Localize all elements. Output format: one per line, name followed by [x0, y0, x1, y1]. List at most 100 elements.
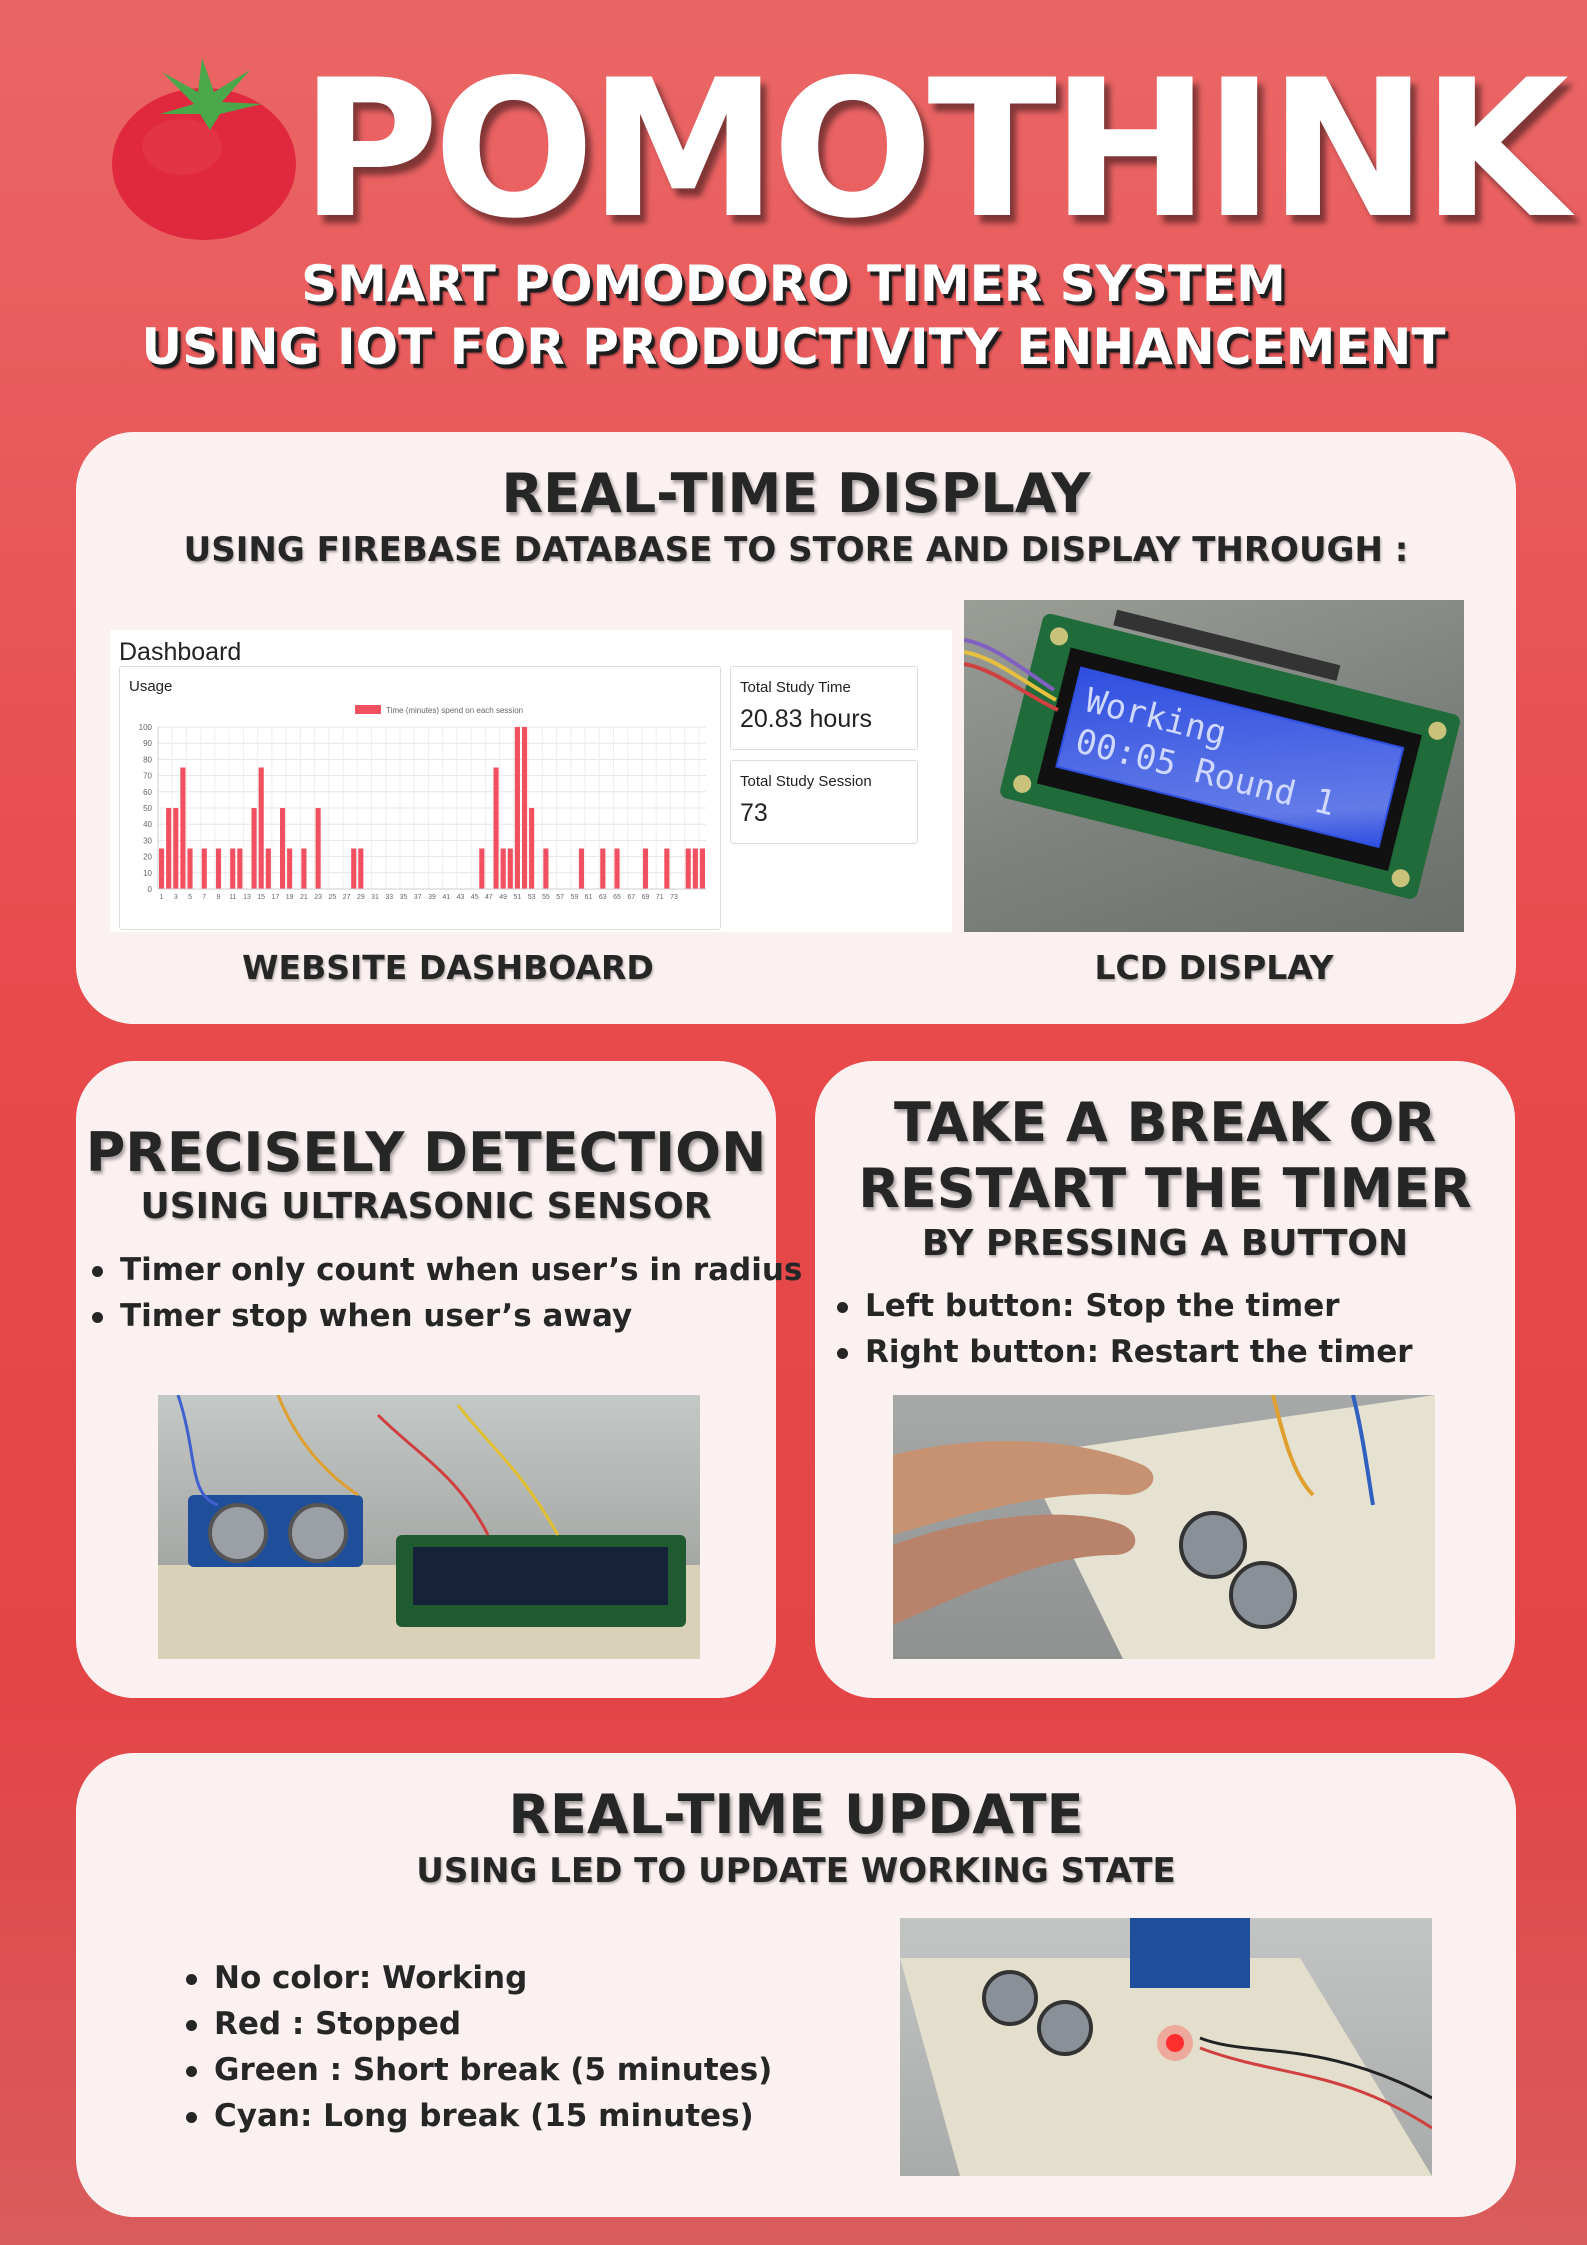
precisely-detection-card: PRECISELY DETECTION USING ULTRASONIC SEN…	[76, 1061, 802, 1698]
chart-bar	[529, 808, 535, 889]
bullet-item: Timer stop when user’s away	[88, 1293, 802, 1339]
chart-y-tick-label: 100	[139, 723, 153, 732]
total-study-session-card: Total Study Session 73	[730, 760, 918, 844]
card-subtitle: BY PRESSING A BUTTON	[921, 1223, 1409, 1264]
usage-panel-label: Usage	[129, 678, 173, 695]
chart-x-tick-label: 7	[202, 894, 206, 901]
chart-y-tick-label: 90	[143, 739, 152, 748]
chart-bar	[685, 848, 691, 889]
dashboard-title: Dashboard	[119, 638, 242, 666]
chart-x-tick-label: 45	[471, 894, 479, 901]
ultrasonic-sensor-image	[158, 1395, 700, 1659]
card-subtitle: USING FIREBASE DATABASE TO STORE AND DIS…	[183, 530, 1409, 570]
chart-legend-swatch	[355, 705, 381, 714]
total-study-session-value: 73	[740, 799, 768, 827]
total-study-time-value: 20.83 hours	[740, 705, 873, 733]
chart-bar	[543, 848, 549, 889]
chart-x-tick-label: 19	[286, 894, 294, 901]
chart-bar	[578, 848, 585, 889]
chart-x-tick-label: 13	[243, 894, 251, 901]
chart-bar	[173, 808, 179, 889]
chart-x-tick-label: 73	[670, 894, 678, 901]
chart-x-tick-label: 21	[300, 894, 308, 901]
chart-x-tick-label: 65	[613, 894, 621, 901]
chart-x-tick-label: 25	[328, 894, 336, 901]
chart-bar	[358, 848, 364, 889]
chart-x-tick-label: 61	[585, 894, 593, 901]
chart-x-tick-label: 11	[229, 894, 236, 901]
chart-x-tick-label: 39	[428, 894, 436, 901]
tomato-logo-icon	[112, 58, 296, 240]
total-study-time-label: Total Study Time	[740, 679, 851, 696]
bullet-item: No color: Working	[182, 1955, 772, 2001]
bullet-item: Green : Short break (5 minutes)	[182, 2047, 772, 2093]
chart-x-tick-label: 69	[642, 894, 650, 901]
chart-bar	[507, 848, 513, 889]
chart-x-tick-label: 17	[272, 894, 280, 901]
subtitle-line-1: SMART POMODORO TIMER SYSTEM	[301, 255, 1286, 313]
usage-bar-chart: Time (minutes) spend on each session 0 10 2…	[139, 705, 706, 901]
chart-x-tick-label: 41	[442, 894, 450, 901]
chart-bar	[251, 808, 257, 889]
card-title-line-1: TAKE A BREAK OR	[893, 1091, 1437, 1154]
bullet-item: Cyan: Long break (15 minutes)	[182, 2093, 772, 2139]
chart-x-tick-label: 31	[371, 894, 379, 901]
website-dashboard-screenshot: Dashboard Usage Time (minutes) spend on …	[110, 630, 952, 932]
chart-x-tick-label: 9	[217, 894, 221, 901]
chart-x-tick-label: 49	[499, 894, 507, 901]
card-subtitle: USING ULTRASONIC SENSOR	[140, 1186, 712, 1227]
chart-bar	[265, 848, 271, 889]
chart-y-tick-label: 60	[143, 788, 152, 797]
chart-bar	[642, 848, 649, 889]
chart-bar	[521, 727, 528, 889]
chart-bar	[258, 767, 264, 889]
card-title-line-2: RESTART THE TIMER	[858, 1157, 1472, 1220]
chart-x-tick-label: 59	[570, 894, 578, 901]
chart-x-tick-label: 63	[599, 894, 607, 901]
chart-x-tick-label: 71	[656, 894, 664, 901]
chart-bar	[301, 848, 307, 889]
chart-x-tick-label: 5	[188, 894, 192, 901]
real-time-display-card: REAL-TIME DISPLAY USING FIREBASE DATABAS…	[76, 432, 1516, 1024]
card-title: PRECISELY DETECTION	[85, 1121, 767, 1184]
usage-panel: Usage Time (minutes) spend on each sessi…	[119, 666, 721, 930]
button-press-image	[893, 1395, 1435, 1659]
website-dashboard-caption: WEBSITE DASHBOARD	[242, 948, 654, 987]
ultrasonic-sensor-photo	[158, 1395, 700, 1659]
chart-bar	[187, 848, 193, 889]
chart-bar	[180, 767, 186, 889]
bullet-item: Red : Stopped	[182, 2001, 772, 2047]
chart-x-tick-label: 51	[514, 894, 522, 901]
led-state-bullet-list: No color: Working Red : Stopped Green : …	[182, 1955, 772, 2139]
real-time-update-card: REAL-TIME UPDATE USING LED TO UPDATE WOR…	[76, 1753, 1516, 2217]
chart-x-tick-label: 43	[457, 894, 465, 901]
card-title: REAL-TIME DISPLAY	[501, 462, 1091, 525]
chart-y-tick-label: 80	[143, 755, 152, 764]
lcd-display-photo: Working 00:05 Round 1	[964, 600, 1464, 932]
chart-x-tick-label: 67	[627, 894, 635, 901]
chart-bar	[315, 808, 321, 889]
chart-x-tick-label: 15	[257, 894, 265, 901]
detection-bullet-list: Timer only count when user’s in radius T…	[88, 1247, 802, 1339]
button-press-photo	[893, 1395, 1435, 1659]
subtitle-line-2: USING IOT FOR PRODUCTIVITY ENHANCEMENT	[141, 318, 1446, 376]
brand-title: POMOTHINK	[300, 39, 1569, 260]
chart-bar	[230, 848, 236, 889]
chart-x-tick-label: 3	[174, 894, 178, 901]
chart-x-tick-label: 33	[385, 894, 393, 901]
chart-y-tick-label: 70	[143, 772, 152, 781]
chart-x-tick-label: 53	[528, 894, 536, 901]
chart-bar	[600, 848, 606, 889]
chart-y-tick-label: 30	[143, 836, 152, 845]
chart-bar	[500, 848, 506, 889]
chart-bar	[201, 848, 207, 889]
chart-bar	[215, 848, 222, 889]
chart-y-tick-label: 50	[143, 804, 152, 813]
lcd-display-caption: LCD DISPLAY	[1094, 948, 1334, 987]
chart-bar	[479, 848, 485, 889]
chart-x-tick-label: 37	[414, 894, 422, 901]
chart-y-tick-label: 0	[148, 885, 153, 894]
bullet-item: Left button: Stop the timer	[833, 1283, 1413, 1329]
chart-bar	[166, 808, 172, 889]
chart-bar	[614, 848, 620, 889]
